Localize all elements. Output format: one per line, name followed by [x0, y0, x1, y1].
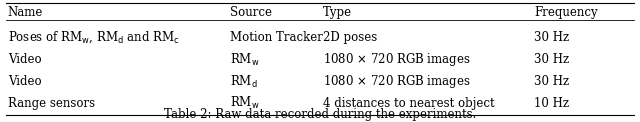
Text: Source: Source: [230, 6, 273, 19]
Text: Table 2: Raw data recorded during the experiments.: Table 2: Raw data recorded during the ex…: [164, 108, 476, 121]
Text: 1080 $\times$ 720 RGB images: 1080 $\times$ 720 RGB images: [323, 73, 471, 90]
Text: Poses of RM$_\mathrm{w}$, RM$_\mathrm{d}$ and RM$_\mathrm{c}$: Poses of RM$_\mathrm{w}$, RM$_\mathrm{d}…: [8, 30, 179, 45]
Text: 30 Hz: 30 Hz: [534, 53, 570, 66]
Text: 2D poses: 2D poses: [323, 31, 378, 44]
Text: Type: Type: [323, 6, 353, 19]
Text: RM$_\mathrm{w}$: RM$_\mathrm{w}$: [230, 52, 260, 68]
Text: RM$_\mathrm{d}$: RM$_\mathrm{d}$: [230, 74, 258, 90]
Text: 10 Hz: 10 Hz: [534, 97, 570, 110]
Text: 4 distances to nearest object: 4 distances to nearest object: [323, 97, 495, 110]
Text: Name: Name: [8, 6, 43, 19]
Text: Range sensors: Range sensors: [8, 97, 95, 110]
Text: Video: Video: [8, 75, 42, 88]
Text: RM$_\mathrm{w}$: RM$_\mathrm{w}$: [230, 95, 260, 111]
Text: Motion Tracker: Motion Tracker: [230, 31, 323, 44]
Text: 1080 $\times$ 720 RGB images: 1080 $\times$ 720 RGB images: [323, 51, 471, 68]
Text: Frequency: Frequency: [534, 6, 598, 19]
Text: 30 Hz: 30 Hz: [534, 75, 570, 88]
Text: 30 Hz: 30 Hz: [534, 31, 570, 44]
Text: Video: Video: [8, 53, 42, 66]
